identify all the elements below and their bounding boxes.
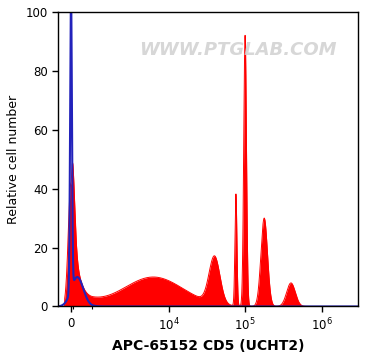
X-axis label: APC-65152 CD5 (UCHT2): APC-65152 CD5 (UCHT2): [112, 339, 304, 353]
Text: WWW.PTGLAB.COM: WWW.PTGLAB.COM: [139, 41, 337, 59]
Y-axis label: Relative cell number: Relative cell number: [7, 95, 20, 224]
